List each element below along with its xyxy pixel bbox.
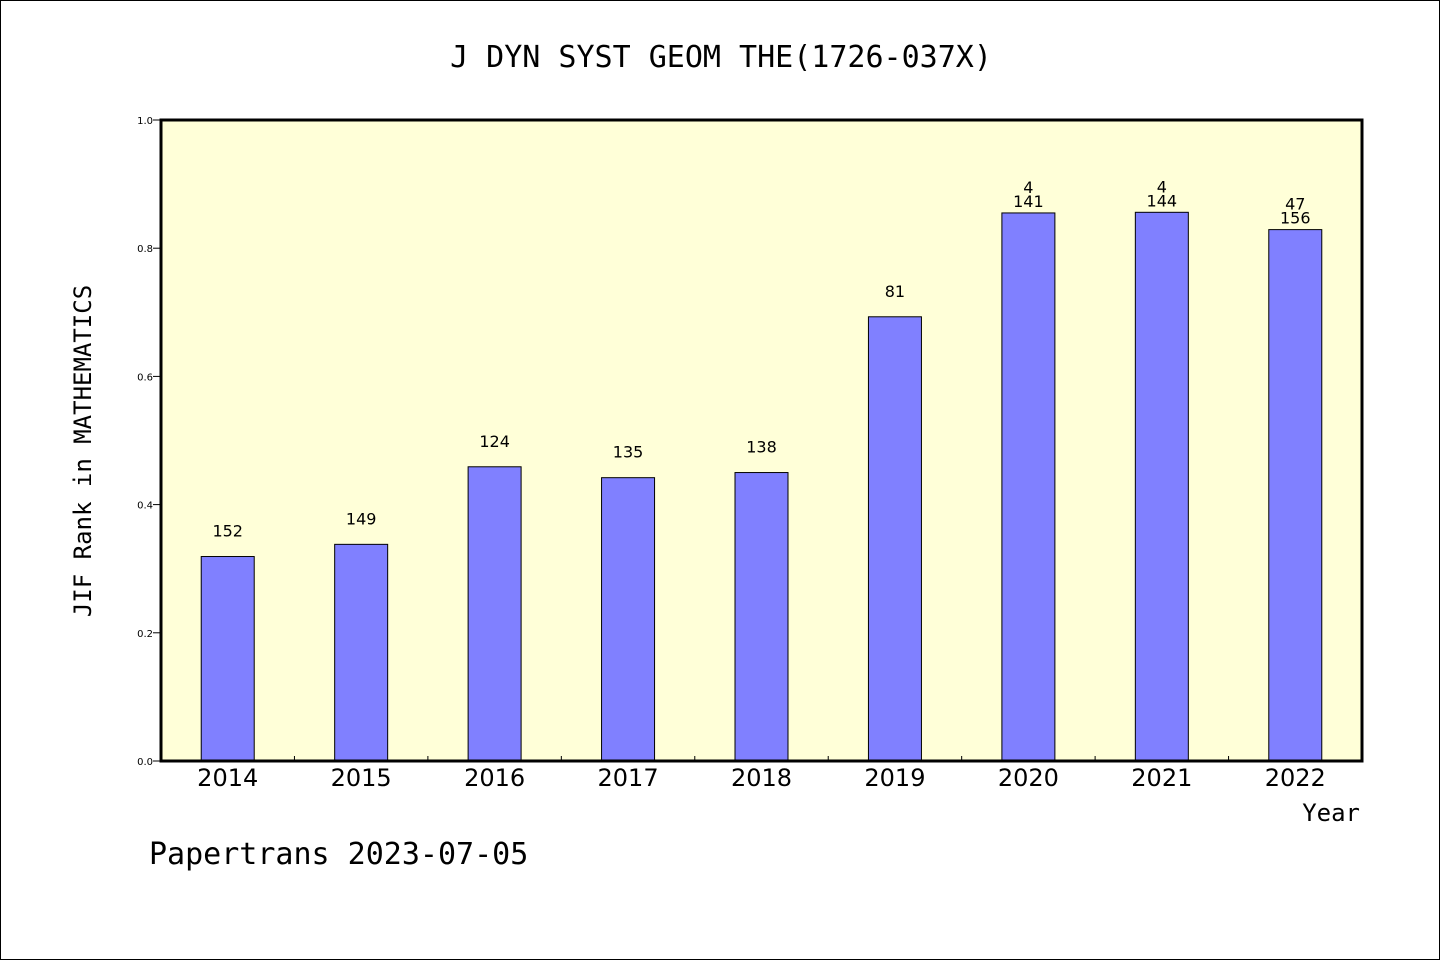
bar (200, 556, 255, 762)
bar (1001, 212, 1056, 762)
data-label-total: 141 (1013, 192, 1044, 211)
bar (601, 477, 656, 762)
y-axis-title: JIF Rank in MATHEMATICS (69, 285, 97, 617)
bar (734, 472, 789, 762)
x-tick-label: 2016 (464, 764, 525, 792)
data-label-rank: 4 (1157, 177, 1167, 196)
x-tick-label: 2021 (1131, 764, 1192, 792)
y-tick-label: 0.2 (137, 629, 153, 640)
plot-border (159, 118, 1364, 763)
y-tick-label: 1.0 (137, 116, 153, 127)
x-axis-title: Year (1302, 799, 1360, 827)
x-tick-label: 2018 (731, 764, 792, 792)
data-label-total: 149 (346, 509, 377, 528)
bars-group (200, 211, 1323, 762)
data-label-rank: 47 (1285, 195, 1305, 214)
data-label-rank: 4 (1023, 178, 1033, 197)
bar (1134, 211, 1189, 762)
x-tick-label: 2014 (197, 764, 258, 792)
data-label-total: 156 (1280, 209, 1311, 228)
data-label-total: 81 (885, 282, 905, 301)
footer-text: Papertrans 2023-07-05 (149, 837, 528, 872)
data-label-total: 152 (212, 522, 243, 541)
x-tick-label: 2017 (598, 764, 659, 792)
y-tick-label: 0.0 (137, 757, 153, 768)
bar (467, 466, 522, 762)
data-label-total: 135 (613, 443, 644, 462)
y-axis: 0.0 0.2 0.4 0.6 0.8 1.0 (137, 116, 161, 768)
bar (1268, 229, 1323, 762)
x-tick-label: 2019 (864, 764, 925, 792)
data-label-total: 144 (1147, 191, 1178, 210)
data-label-total: 124 (479, 432, 510, 451)
x-tick-label: 2020 (998, 764, 1059, 792)
bar (867, 316, 922, 762)
y-tick-label: 0.6 (137, 372, 153, 383)
y-tick-label: 0.8 (137, 244, 153, 255)
data-label-total: 138 (746, 438, 777, 457)
chart-title: J DYN SYST GEOM THE(1726-037X) (450, 40, 992, 75)
x-axis: 2014 2015 2016 2017 2018 2019 2020 2021 2022 (197, 756, 1326, 792)
bar (334, 543, 389, 762)
y-tick-label: 0.4 (137, 501, 153, 512)
x-tick-label: 2022 (1265, 764, 1326, 792)
x-tick-label: 2015 (331, 764, 392, 792)
